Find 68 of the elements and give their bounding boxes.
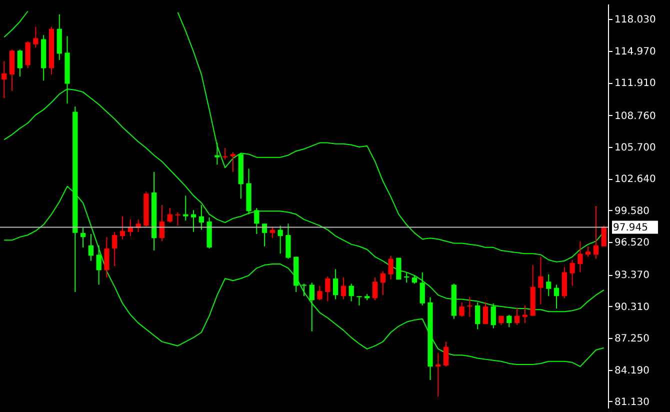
candlestick: [467, 296, 472, 318]
candlestick: [506, 314, 512, 328]
candlestick: [333, 268, 338, 300]
candlestick: [356, 296, 362, 306]
ref-line-label: 97.945: [613, 222, 648, 234]
candlestick: [514, 307, 520, 326]
candlestick: [254, 208, 260, 234]
candlestick: [222, 147, 228, 160]
candlestick: [9, 49, 15, 92]
y-tick-label: 84.190: [614, 365, 650, 376]
candlestick: [570, 259, 575, 286]
candlestick: [183, 195, 188, 222]
y-tick-label: 114.970: [614, 46, 656, 58]
candlestick: [301, 283, 307, 297]
candlestick: [420, 272, 425, 306]
candlestick: [388, 255, 394, 280]
candlestick: [348, 283, 354, 302]
candlestick: [538, 256, 544, 305]
candlestick: [214, 142, 220, 166]
y-tick-label: 102.640: [614, 174, 656, 186]
candlestick: [112, 231, 118, 267]
candlestick: [562, 266, 567, 299]
candlestick: [17, 49, 22, 78]
y-tick-label: 96.520: [614, 238, 650, 249]
y-tick-label: 118.030: [614, 14, 656, 26]
candlestick: [286, 223, 291, 260]
candlestick: [443, 341, 449, 368]
candlestick: [459, 302, 464, 318]
candlestick: [436, 352, 441, 398]
candlestick: [159, 204, 165, 242]
candlestick: [2, 60, 7, 99]
candlestick: [25, 40, 30, 69]
candlestick: [586, 246, 591, 258]
candlestick: [404, 272, 410, 284]
candlestick: [554, 284, 560, 310]
y-tick-label: 99.580: [614, 206, 650, 217]
candlestick: [33, 26, 38, 48]
candlestick: [175, 212, 180, 226]
y-tick-label: 90.310: [614, 302, 650, 313]
candlestick: [88, 233, 94, 262]
y-tick-label: 87.250: [614, 334, 650, 345]
candlestick: [80, 227, 86, 248]
candlestick: [278, 225, 283, 254]
candlestick: [482, 302, 488, 325]
candlestick: [546, 274, 552, 297]
candlestick: [96, 244, 102, 286]
candlestick: [317, 285, 322, 301]
y-tick-label: 93.370: [614, 270, 650, 282]
candlestick: [167, 208, 172, 224]
candlestick: [578, 240, 583, 273]
candlestick: [372, 276, 378, 301]
candlestick: [380, 270, 386, 296]
candlestick: [309, 282, 314, 332]
candlestick: [593, 206, 599, 260]
candlestick: [104, 236, 110, 278]
candlestick: [120, 216, 126, 240]
candlestick: [522, 304, 528, 324]
y-tick-label: 111.910: [614, 78, 656, 90]
candlestick: [601, 225, 606, 247]
candlestick: [340, 276, 346, 300]
candlestick: [325, 276, 330, 302]
candlestick: [190, 210, 196, 232]
candlestick: [270, 226, 275, 239]
candlestick: [230, 152, 236, 172]
y-tick-label: 81.130: [614, 396, 650, 408]
y-tick-label: 105.700: [614, 142, 656, 154]
y-tick-label: 108.760: [614, 110, 656, 122]
candlestick: [198, 204, 204, 230]
